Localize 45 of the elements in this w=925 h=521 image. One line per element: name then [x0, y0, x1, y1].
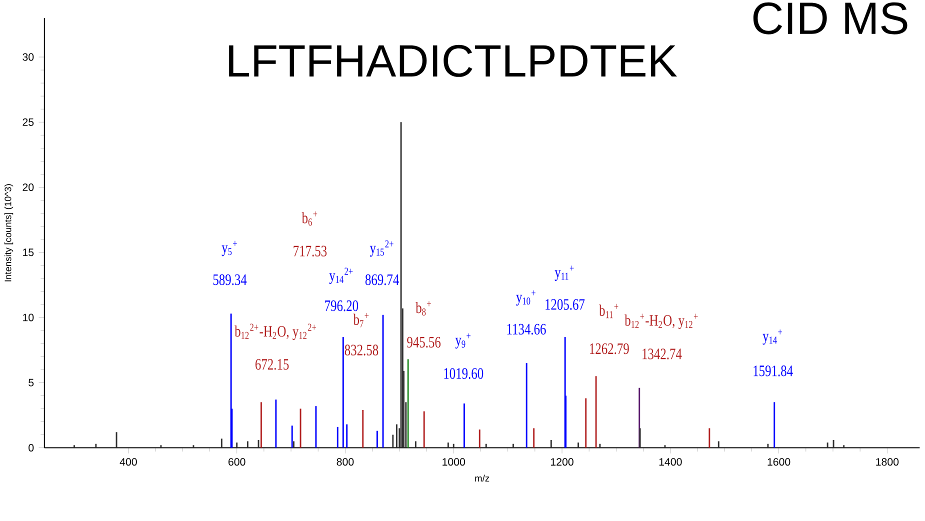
x-tick-label: 800 [336, 458, 354, 466]
annotation: 1019.60 [444, 368, 484, 380]
annotation: b$_{12}$$^{+}$-H$_{2}$O, y$_{12}$+ [624, 314, 698, 330]
annotation: y$_{14}$2+ [329, 268, 353, 284]
annotation: 1262.79 [590, 344, 629, 354]
annotation: y$_{10}$+ [516, 290, 536, 306]
x-tick-label: 1400 [659, 458, 682, 466]
x-tick-label: 1800 [876, 458, 899, 466]
annotation: 1591.84 [754, 366, 793, 377]
annotation: 1342.74 [642, 348, 682, 360]
x-tick-label: 600 [228, 458, 246, 466]
annotation: b$_{8}$+ [416, 301, 431, 316]
annotation: y$_{9}$+ [455, 334, 470, 349]
annotation: CID MS [753, 2, 908, 35]
y-tick-label: 20 [22, 184, 34, 192]
annotation: 869.74 [365, 274, 399, 286]
y-tick-label: 10 [23, 314, 34, 322]
y-tick-label: 25 [22, 118, 34, 126]
annotation: 589.34 [213, 274, 247, 286]
y-tick-label: 15 [23, 248, 34, 256]
annotation: 717.53 [294, 246, 327, 257]
x-tick-label: 400 [120, 458, 137, 466]
chart-title: LFTFHADICTLPDTEK [229, 45, 677, 78]
x-tick-label: 1200 [550, 458, 574, 466]
annotation: 672.15 [255, 359, 289, 370]
annotation: y$_{11}$+ [554, 266, 574, 282]
x-tick-label: 1600 [768, 458, 790, 466]
annotation: b$_{11}$+ [599, 304, 618, 318]
y-tick-label: 5 [28, 379, 34, 387]
annotation: 1205.67 [546, 299, 585, 310]
annotation: b$_{12}$$^{2+}$-H$_{2}$O, y$_{12}$2+ [234, 324, 316, 340]
annotation: y$_{5}$+ [222, 241, 237, 256]
y-tick-label: 30 [22, 53, 34, 62]
annotation: 945.56 [407, 337, 441, 348]
annotation: 1134.66 [507, 324, 546, 335]
annotation: y$_{15}$2+ [370, 240, 394, 257]
y-tick-label: 0 [28, 444, 34, 452]
annotation: 832.58 [344, 344, 378, 356]
y-axis-title: Intensity [counts] (10^3) [4, 184, 14, 282]
annotation: 796.20 [325, 300, 358, 312]
x-tick-label: 1000 [442, 458, 466, 466]
annotation: y$_{14}$+ [762, 330, 782, 345]
annotation: b$_{7}$+ [353, 313, 369, 328]
x-axis-title: m/z [475, 475, 490, 482]
annotation: b$_{6}$+ [302, 212, 318, 226]
